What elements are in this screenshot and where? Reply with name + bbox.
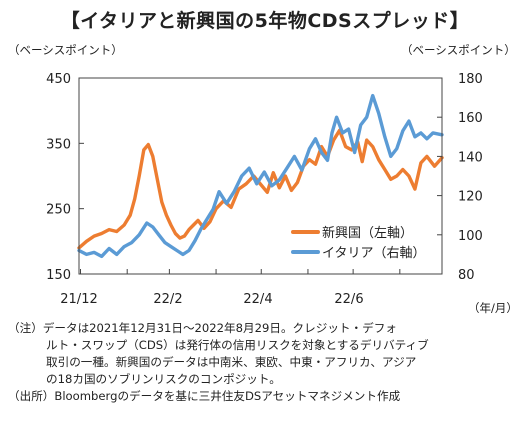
x-axis-tick-label: 22/2 <box>153 292 182 307</box>
left-axis-tick-label: 250 <box>46 203 71 218</box>
note-line: 取引の一種。新興国のデータは中南米、東欧、中東・アフリカ、アジア <box>46 355 417 369</box>
x-axis-tick-label: 21/12 <box>60 292 97 307</box>
note-line: ルト・スワップ（CDS）は発行体の信用リスクを対象とするデリバティブ <box>46 338 429 352</box>
left-axis-tick-label: 450 <box>46 72 71 87</box>
legend-label: イタリア（右軸） <box>322 246 425 261</box>
right-axis-tick-label: 140 <box>458 150 483 165</box>
chart-title: 【イタリアと新興国の5年物CDSスプレッド】 <box>60 10 470 32</box>
left-axis-tick-label: 350 <box>46 137 71 152</box>
legend-label: 新興国（左軸） <box>322 225 413 241</box>
legend: 新興国（左軸） イタリア（右軸） <box>291 225 425 261</box>
plot-frame <box>78 77 443 275</box>
notes-block: （注）データは2021年12月31日～2022年8月29日。クレジット・デフォ … <box>8 320 523 405</box>
cds-chart: 150 250 350 450 80 100 120 140 160 180 21/12 22/2 22… <box>46 72 483 307</box>
right-axis-tick-label: 100 <box>458 229 483 244</box>
x-axis-tick-label: 22/4 <box>243 292 272 307</box>
x-axis-unit: （年/月） <box>468 301 518 315</box>
note-line: （注）データは2021年12月31日～2022年8月29日。クレジット・デフォ <box>8 321 397 335</box>
source-line: （出所）Bloombergのデータを基に三井住友DSアセットマネジメント作成 <box>8 389 401 403</box>
left-axis-tick-label: 150 <box>46 268 71 283</box>
x-axis-tick-label: 22/6 <box>334 292 363 307</box>
right-axis-tick-label: 160 <box>458 111 483 126</box>
right-axis-tick-label: 180 <box>458 72 483 87</box>
right-axis-tick-label: 80 <box>458 268 475 283</box>
right-axis-unit: （ベーシスポイント） <box>401 43 516 57</box>
note-line: の18カ国のソブリンリスクのコンポジット。 <box>46 372 281 386</box>
left-axis-unit: （ベーシスポイント） <box>8 43 123 57</box>
italy-series-line <box>77 93 444 259</box>
right-axis-tick-label: 120 <box>458 190 483 205</box>
